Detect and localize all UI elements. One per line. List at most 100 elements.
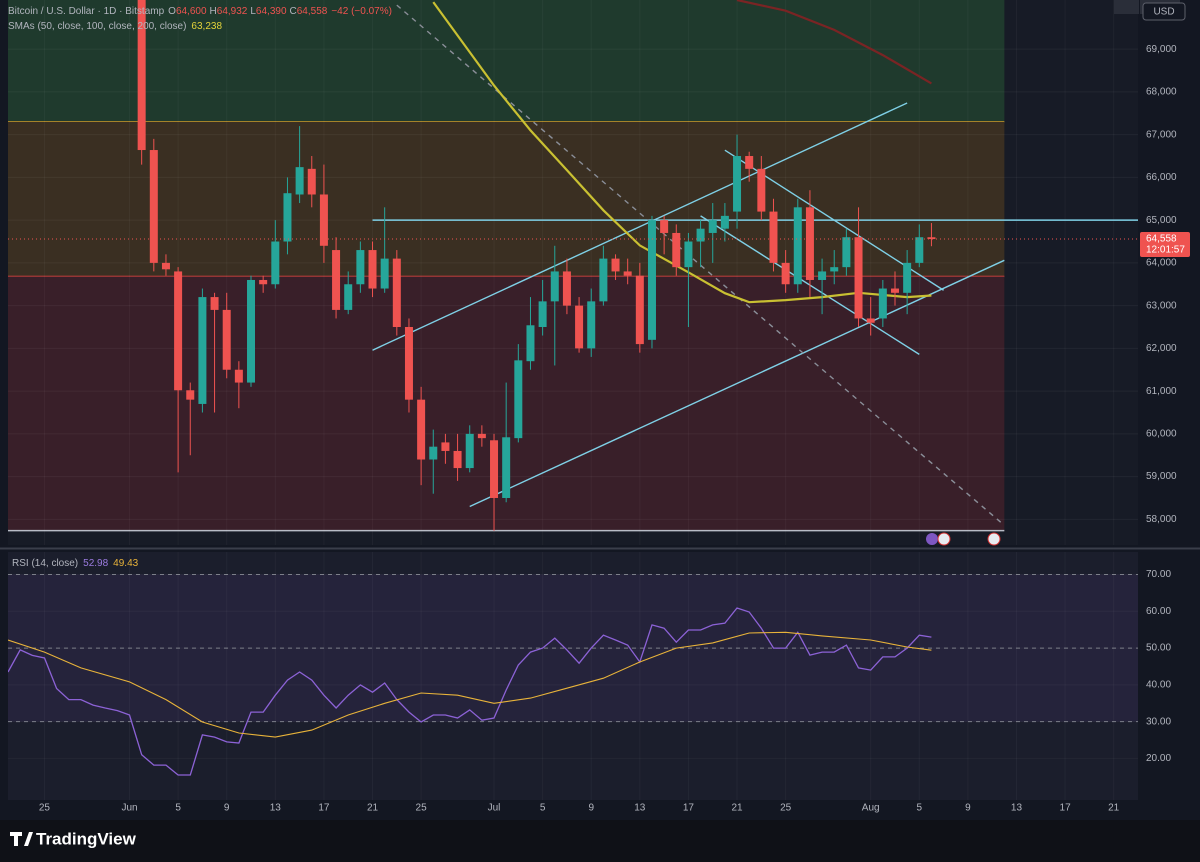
currency-box[interactable] <box>1142 2 1186 21</box>
candle-body <box>149 150 158 263</box>
candle-body <box>562 271 571 306</box>
line-series <box>8 631 932 738</box>
last-price-tag <box>1140 232 1190 258</box>
candle-body <box>186 390 195 400</box>
candle-body <box>477 433 486 439</box>
candle-body <box>198 297 207 404</box>
candle-body <box>222 309 231 370</box>
candle-body <box>344 284 353 310</box>
candle-body <box>356 250 365 285</box>
candle-body <box>635 275 644 345</box>
x-tick-label: 25 <box>780 803 792 814</box>
y-tick-label: 61,000 <box>1146 386 1177 397</box>
event-icon[interactable] <box>937 532 951 546</box>
sma-label: SMAs (50, close, 100, close, 200, close) <box>8 21 186 32</box>
y-tick-label: 65,000 <box>1146 215 1177 226</box>
rsi-tick-label: 40.00 <box>1146 679 1171 690</box>
rsi-plot <box>8 552 1138 800</box>
candle-body <box>174 271 183 391</box>
currency[interactable]: USD <box>1153 7 1174 18</box>
candle-body <box>660 220 669 233</box>
candle-body <box>805 207 814 280</box>
candle-body <box>757 168 766 212</box>
candle-body <box>684 241 693 268</box>
candle-body <box>161 262 170 270</box>
candle-body <box>234 369 243 383</box>
x-tick-label: 21 <box>367 803 379 814</box>
y-tick-label: 67,000 <box>1146 129 1177 140</box>
zone <box>8 0 1005 122</box>
candle-body <box>781 262 790 285</box>
low-label: L <box>250 6 256 17</box>
candle-body <box>380 258 389 289</box>
change: −42 (−0.07%) <box>331 6 392 17</box>
high-label: H <box>210 6 217 17</box>
symbol: Bitcoin / U.S. Dollar · 1D · Bitstamp <box>8 6 165 17</box>
candle-body <box>878 288 887 319</box>
x-tick-label: 21 <box>1108 803 1120 814</box>
low-value: 64,390 <box>256 6 287 17</box>
candle-body <box>647 220 656 340</box>
rsi-title: RSI (14, close) <box>12 558 78 569</box>
line-series <box>736 0 932 85</box>
y-tick-label: 60,000 <box>1146 429 1177 440</box>
open-label: O <box>168 6 176 17</box>
trend-line <box>372 102 908 351</box>
candle-body <box>271 241 280 285</box>
candle-body <box>890 288 899 293</box>
x-tick-label: 17 <box>318 803 330 814</box>
axes: 58,000 59,000 60,000 61,000 62,000 63,000 64,0… <box>39 0 1190 814</box>
x-tick-label: 5 <box>540 803 546 814</box>
candle-body <box>404 327 413 400</box>
last-price: 64,558 <box>1146 234 1177 245</box>
x-tick-label: 5 <box>175 803 181 814</box>
candle-body <box>915 237 924 263</box>
candle-body <box>708 220 717 233</box>
candle-body <box>307 168 316 195</box>
candle-body <box>745 156 754 169</box>
x-tick-label: 9 <box>224 803 230 814</box>
rsi-tick-label: 60.00 <box>1146 606 1171 617</box>
y-tick-label: 58,000 <box>1146 514 1177 525</box>
open-value: 64,600 <box>176 6 207 17</box>
candle-body <box>368 250 377 289</box>
trend-line <box>469 259 1005 508</box>
candle-body <box>392 258 401 327</box>
candle-body <box>538 301 547 327</box>
candle-body <box>429 446 438 460</box>
candle-body <box>575 305 584 349</box>
x-tick-label: 17 <box>1060 803 1072 814</box>
candle-body <box>672 232 681 268</box>
candle-body <box>441 442 450 451</box>
candle-body <box>611 258 620 272</box>
candle-body <box>830 267 839 272</box>
candle-body <box>587 301 596 349</box>
candle-body <box>866 318 875 323</box>
event-icon[interactable] <box>987 532 1001 546</box>
y-tick-label: 63,000 <box>1146 300 1177 311</box>
rsi-pane <box>8 552 1138 800</box>
x-tick-label: Jul <box>488 803 501 814</box>
candle-body <box>137 0 146 151</box>
candle-body <box>319 194 328 246</box>
candle-body <box>842 237 851 268</box>
low-tag-label-box <box>1114 0 1139 14</box>
candle-body <box>283 193 292 242</box>
candle-body <box>514 360 523 439</box>
candle-body <box>295 167 304 195</box>
x-tick-label: 13 <box>634 803 646 814</box>
rsi-tick-label: 70.00 <box>1146 569 1171 580</box>
candle-body <box>332 250 341 310</box>
candle-body <box>818 271 827 280</box>
close-label: C <box>290 6 297 17</box>
x-tick-label: 9 <box>965 803 971 814</box>
sma-legend: SMAs (50, close, 100, close, 200, close)… <box>8 21 222 32</box>
candle-body <box>526 325 535 362</box>
x-tick-label: Jun <box>121 803 137 814</box>
candle-body <box>769 211 778 263</box>
brand-logo <box>10 832 33 846</box>
sma-value: 63,238 <box>191 21 222 32</box>
candle-body <box>550 271 559 302</box>
candle-body <box>490 440 499 498</box>
event-icon[interactable] <box>926 533 938 545</box>
